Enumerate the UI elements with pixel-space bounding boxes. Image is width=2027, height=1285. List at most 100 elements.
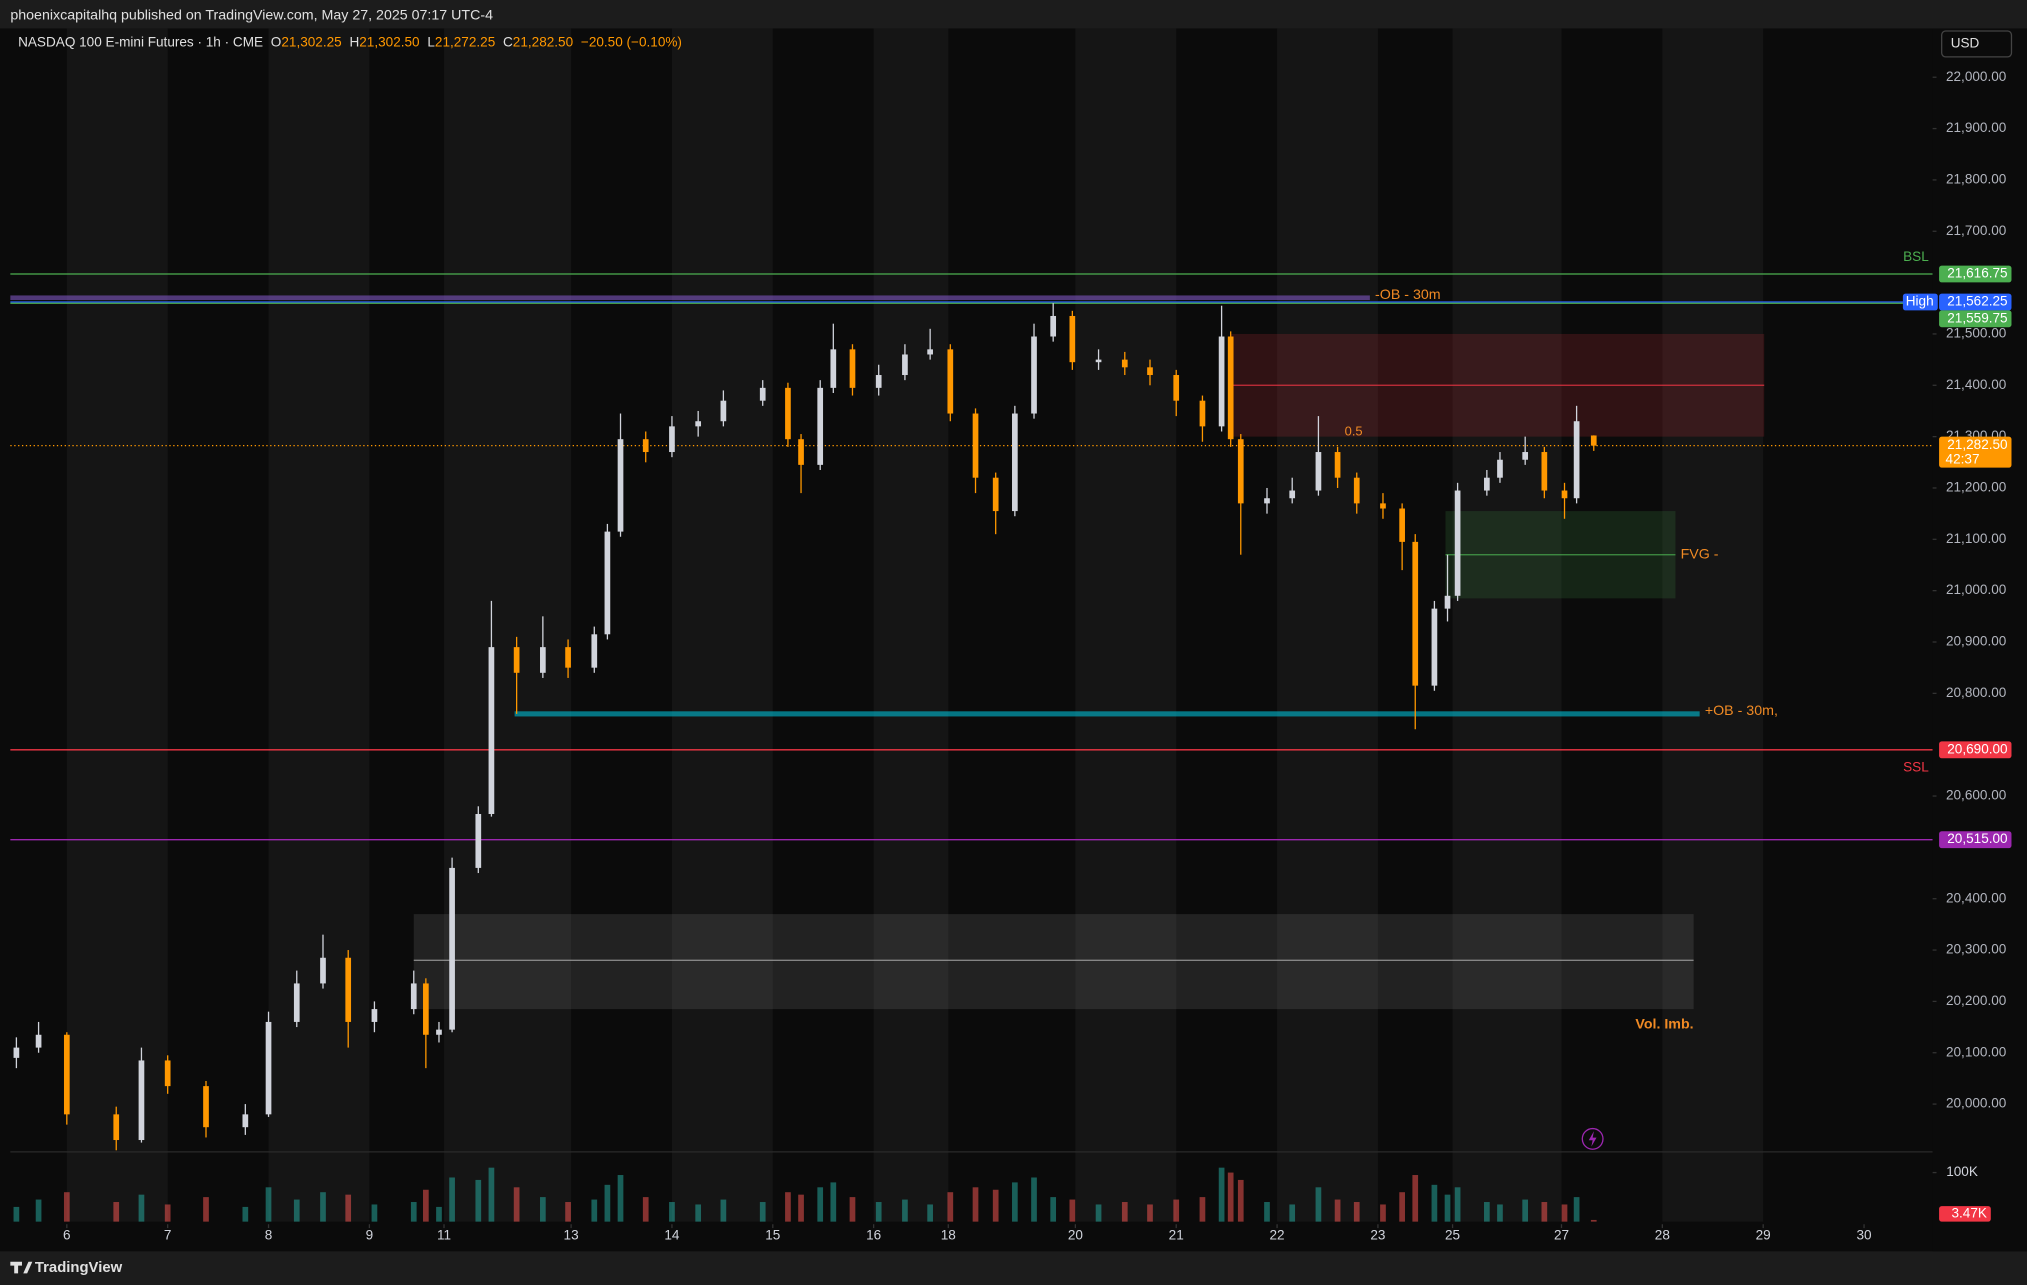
candle-body [1444,595,1451,609]
volume-bar [1121,1202,1128,1222]
volume-bar [695,1204,702,1222]
candle-body [759,387,766,401]
candles [13,303,1597,1151]
volume-bar [817,1187,824,1222]
volume-bar [1315,1187,1322,1222]
volume-bar [1095,1204,1102,1222]
session-band [873,28,949,1222]
volume-bar [540,1197,546,1222]
candle-body [1095,359,1102,363]
volume-bar [1561,1204,1568,1222]
session-band [268,28,370,1222]
session-band [1277,28,1378,1222]
volume-bar [1237,1179,1244,1222]
volume-bar [875,1202,882,1222]
candle-body [947,349,954,414]
volume-bar [785,1192,791,1222]
y-tick-label: 21,900.00 [1946,120,2007,135]
candle-body [1522,452,1529,460]
candle-body [1227,336,1234,440]
candle-body [1431,608,1438,686]
level-name: BSL [1903,249,1929,264]
x-tick-label: 18 [941,1227,956,1242]
y-tick-label: 20,800.00 [1946,685,2007,700]
volume-bar [63,1192,70,1222]
volume-bar [423,1189,429,1222]
candle-body [972,413,979,478]
currency[interactable]: USD [1951,36,1980,51]
y-tick-label: 20,000.00 [1946,1096,2007,1111]
candle-body [475,813,482,868]
level-tag [1939,831,2012,849]
y-tick-label: 20,900.00 [1946,634,2007,649]
y-tick-label: 21,800.00 [1946,171,2007,186]
volume-last-label: 3.47K [1951,1205,1986,1220]
alert-icon[interactable] [1581,1127,1604,1150]
volume-bar [1264,1202,1270,1222]
candle-body [1264,498,1270,504]
y-tick-label: 21,200.00 [1946,480,2007,495]
brand-logo [10,1261,33,1274]
legend-text: L [427,34,435,49]
currency-button[interactable] [1941,30,2013,58]
candle-body [436,1029,442,1035]
candle-body [1012,413,1018,512]
y-tick-label: 21,700.00 [1946,223,2007,238]
volume-bar [849,1197,856,1222]
candle-body [13,1047,20,1058]
candle-body [1199,400,1206,427]
volume-bar [1353,1202,1360,1222]
x-tick-label: 22 [1270,1227,1285,1242]
candle-body [345,957,352,1022]
candle-body [1454,490,1461,596]
x-tick-label: 27 [1554,1227,1569,1242]
candle-body [617,439,624,532]
volume-bar [1454,1187,1461,1222]
volume-bar [830,1182,837,1222]
candle-body [1353,477,1360,504]
session-band [66,28,168,1222]
candle-body [63,1034,70,1115]
volume-last-tag [1939,1206,1991,1222]
candle-body [1399,508,1405,542]
volume-pane [13,1167,1597,1222]
y-tick-label: 21,400.00 [1946,377,2007,392]
level-label: 21,559.75 [1947,310,2007,325]
volume-bar [617,1175,624,1222]
volume-bar [604,1184,611,1222]
y-tick-label: 20,300.00 [1946,942,2007,957]
candle-body [875,375,882,388]
candle-body [565,647,571,668]
volume-bar [410,1202,417,1222]
candle-body [449,867,455,1030]
volume-bar [513,1187,520,1222]
volume-bar [972,1187,979,1222]
alert-bolt [1588,1131,1597,1147]
zone-label: Vol. Imb. [1635,1016,1693,1032]
legend-text: 21,302.50 [359,34,420,49]
volume-bar [371,1204,378,1222]
volume-bar [293,1199,300,1222]
candle-body [591,634,598,668]
volume-bar [565,1202,571,1222]
x-tick-label: 21 [1169,1227,1184,1242]
volume-bar [1573,1197,1580,1222]
volume-bar [1199,1197,1206,1222]
candle-body [203,1086,209,1128]
volume-bar [138,1194,145,1222]
publisher: phoenixcapitalhq published on TradingVie… [10,7,493,23]
session-bands [66,28,1764,1222]
candle-body [642,439,649,453]
legend-text: O [271,34,282,49]
legend-text: −20.50 (−0.10%) [581,34,682,49]
level-name-tag [1902,293,1938,311]
candle-body [320,957,326,984]
candle-body [1237,439,1244,504]
volume-bar [1334,1199,1341,1222]
volume-bar [927,1204,933,1222]
volume-bar [798,1194,804,1222]
candle-body [695,421,702,427]
volume-bar [1399,1192,1405,1222]
volume-bar [1227,1172,1234,1222]
session-band [671,28,773,1222]
